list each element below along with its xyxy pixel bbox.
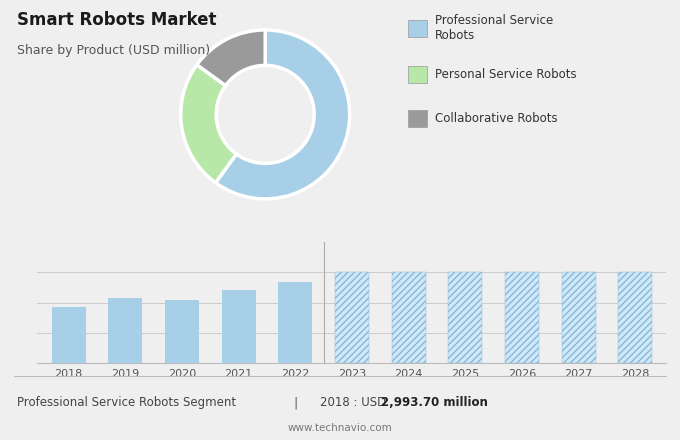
Bar <box>562 272 596 363</box>
Text: Share by Product (USD million): Share by Product (USD million) <box>17 44 210 57</box>
Bar <box>392 272 426 363</box>
Bar <box>505 272 539 363</box>
Bar <box>618 272 652 363</box>
Text: 2,993.70 million: 2,993.70 million <box>381 396 488 409</box>
Text: Professional Service
Robots: Professional Service Robots <box>435 14 554 42</box>
Text: Smart Robots Market: Smart Robots Market <box>17 11 216 29</box>
Bar <box>505 272 539 363</box>
Bar <box>278 282 312 363</box>
Bar <box>335 272 369 363</box>
Bar <box>448 272 482 363</box>
Bar <box>222 290 256 363</box>
Bar <box>562 272 596 363</box>
Bar <box>392 272 426 363</box>
Wedge shape <box>181 65 237 183</box>
Bar <box>335 272 369 363</box>
Text: www.technavio.com: www.technavio.com <box>288 423 392 433</box>
Wedge shape <box>216 30 350 199</box>
Text: Personal Service Robots: Personal Service Robots <box>435 68 577 81</box>
Bar <box>108 298 142 363</box>
Wedge shape <box>197 30 265 86</box>
Bar <box>618 272 652 363</box>
Text: Collaborative Robots: Collaborative Robots <box>435 112 558 125</box>
Text: |: | <box>294 396 298 409</box>
Bar <box>52 307 86 363</box>
Bar <box>448 272 482 363</box>
Text: 2018 : USD: 2018 : USD <box>320 396 390 409</box>
Text: Professional Service Robots Segment: Professional Service Robots Segment <box>17 396 236 409</box>
Bar <box>165 301 199 363</box>
